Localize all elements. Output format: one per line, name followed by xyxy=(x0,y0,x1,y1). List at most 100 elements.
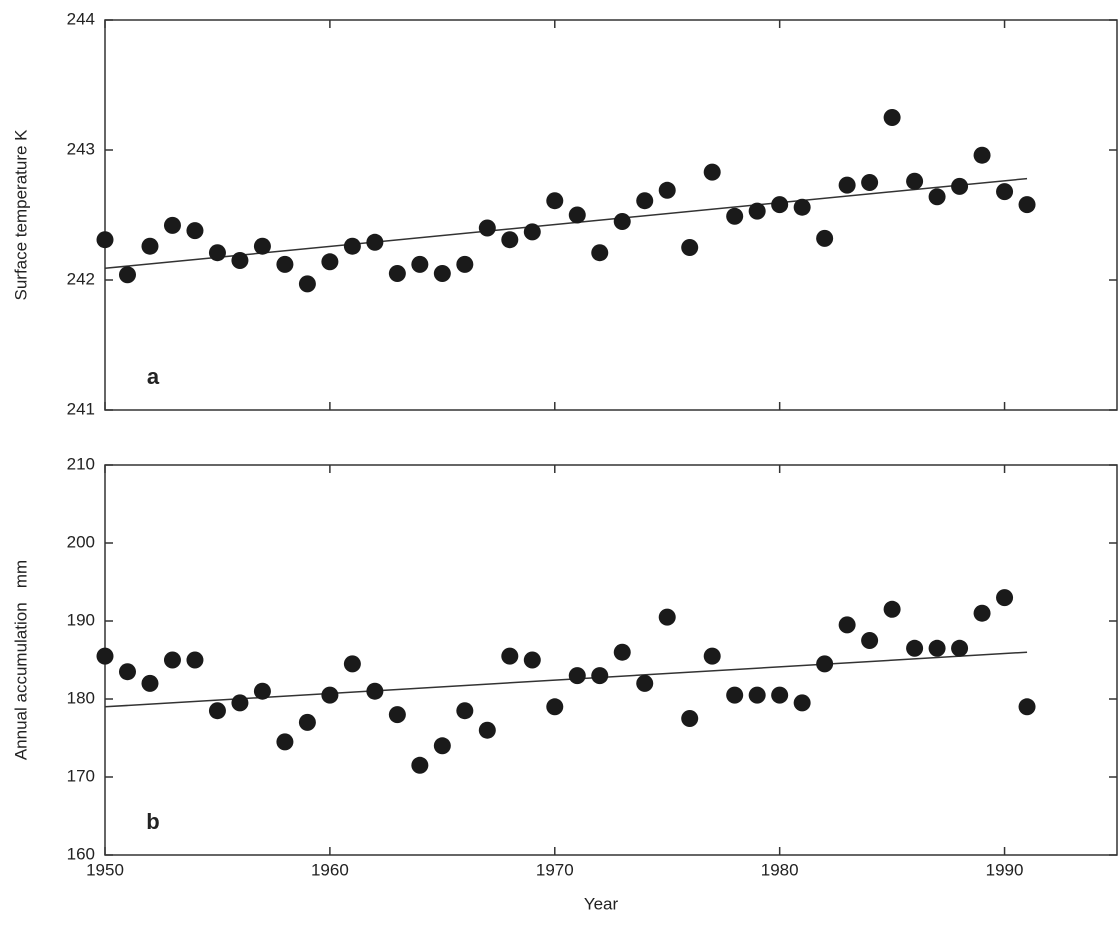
data-point xyxy=(366,233,384,251)
data-point xyxy=(838,616,856,634)
data-point xyxy=(681,710,699,727)
data-point xyxy=(433,737,451,755)
x-axis-label: Year xyxy=(584,894,619,913)
data-point xyxy=(996,183,1014,201)
data-point xyxy=(771,196,789,214)
data-point xyxy=(951,177,969,195)
data-point xyxy=(343,655,361,673)
data-point xyxy=(793,198,811,216)
data-point xyxy=(861,174,879,191)
y-tick-label: 180 xyxy=(67,688,95,707)
data-point xyxy=(568,667,586,685)
data-point xyxy=(793,694,811,712)
data-point xyxy=(298,713,316,731)
data-point xyxy=(726,207,744,225)
y-tick-label: 243 xyxy=(67,139,95,158)
x-tick-label: 1990 xyxy=(986,860,1024,879)
data-point xyxy=(973,604,991,622)
data-point xyxy=(726,686,744,704)
data-point xyxy=(523,651,541,669)
panel-label: b xyxy=(146,809,159,834)
data-point xyxy=(118,266,136,284)
data-point xyxy=(231,252,249,269)
data-point xyxy=(546,698,564,716)
y-axis-label: Annual accumulation mm xyxy=(11,560,30,760)
data-point xyxy=(613,213,631,230)
data-point xyxy=(501,647,519,665)
data-point xyxy=(141,237,159,255)
data-point xyxy=(186,651,204,669)
data-point xyxy=(996,589,1014,607)
data-point xyxy=(771,686,789,704)
data-point xyxy=(141,674,159,692)
data-point xyxy=(681,239,699,256)
y-tick-label: 190 xyxy=(67,610,95,629)
data-point xyxy=(163,651,181,669)
data-point xyxy=(343,237,361,255)
plot-frame xyxy=(104,464,1118,856)
data-point xyxy=(928,639,946,657)
data-point xyxy=(276,255,294,273)
y-tick-label: 241 xyxy=(67,399,95,418)
x-tick-label: 1950 xyxy=(86,860,124,879)
data-point xyxy=(613,643,631,661)
data-point xyxy=(973,146,991,164)
data-point xyxy=(366,682,384,700)
data-point xyxy=(501,231,519,249)
data-point xyxy=(906,172,924,190)
data-point xyxy=(523,223,541,241)
data-point xyxy=(1018,698,1036,716)
data-point xyxy=(816,655,834,673)
x-tick-label: 1980 xyxy=(761,860,799,879)
data-point xyxy=(411,756,429,774)
data-point xyxy=(253,237,271,255)
data-point xyxy=(321,686,339,704)
data-point xyxy=(298,275,316,293)
data-point xyxy=(96,647,114,665)
data-point xyxy=(253,682,271,700)
data-point xyxy=(388,265,406,282)
y-axis-label: Surface temperature K xyxy=(11,129,30,301)
data-point xyxy=(636,674,654,692)
x-tick-label: 1960 xyxy=(311,860,349,879)
data-point xyxy=(883,109,901,126)
data-point xyxy=(838,176,856,194)
data-point xyxy=(703,163,721,181)
y-tick-label: 160 xyxy=(67,844,95,863)
data-point xyxy=(208,244,226,262)
data-point xyxy=(703,647,721,665)
data-point xyxy=(636,192,654,210)
data-point xyxy=(906,639,924,657)
data-point xyxy=(883,600,901,618)
data-point xyxy=(1018,196,1036,214)
data-point xyxy=(658,181,676,199)
data-point xyxy=(568,206,586,224)
data-point xyxy=(951,639,969,657)
y-tick-label: 170 xyxy=(67,766,95,785)
data-point xyxy=(118,663,136,681)
data-point xyxy=(816,229,834,247)
x-tick-label: 1970 xyxy=(536,860,574,879)
data-point xyxy=(96,231,114,249)
data-point xyxy=(861,632,879,649)
data-point xyxy=(231,694,249,712)
data-point xyxy=(186,222,204,240)
data-point xyxy=(478,219,496,237)
data-point xyxy=(388,706,406,724)
data-point xyxy=(411,255,429,273)
plot-frame xyxy=(104,19,1118,411)
data-point xyxy=(433,265,451,282)
data-point xyxy=(748,686,766,704)
data-point xyxy=(658,608,676,626)
data-point xyxy=(208,702,226,720)
y-tick-label: 200 xyxy=(67,532,95,551)
data-point xyxy=(591,667,609,685)
y-tick-label: 244 xyxy=(67,9,95,28)
panel-label: a xyxy=(147,364,160,389)
y-tick-label: 210 xyxy=(67,454,95,473)
data-point xyxy=(163,216,181,234)
data-point xyxy=(478,721,496,739)
data-point xyxy=(456,702,474,720)
y-tick-label: 242 xyxy=(67,269,95,288)
